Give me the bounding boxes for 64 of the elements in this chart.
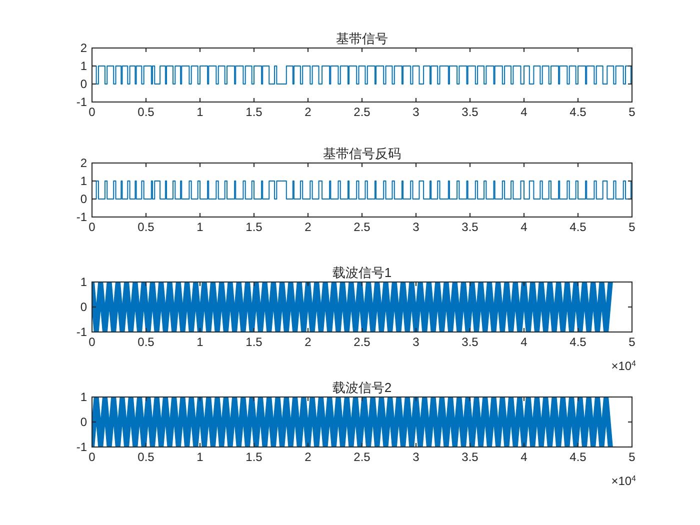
x-tick-label: 1 xyxy=(196,450,204,464)
x-tick-label: 1.5 xyxy=(246,105,263,119)
y-tick-label: -1 xyxy=(76,325,88,339)
x-tick-label: 2 xyxy=(304,335,312,349)
x-tick-label: 0.5 xyxy=(138,335,155,349)
x-tick-label: 4.5 xyxy=(570,220,587,234)
x-tick-label: 4 xyxy=(520,335,528,349)
x-tick-label: 2.5 xyxy=(354,450,371,464)
y-tick-label: 1 xyxy=(80,59,88,73)
x-tick-label: 3 xyxy=(412,220,420,234)
x-tick-label: 4.5 xyxy=(570,335,587,349)
x-tick-label: 0.5 xyxy=(138,450,155,464)
x-tick-label: 2.5 xyxy=(354,220,371,234)
x-tick-label: 4 xyxy=(520,450,528,464)
y-tick-label: 0 xyxy=(80,192,88,206)
x-tick-label: 5 xyxy=(628,220,636,234)
y-tick-label: 1 xyxy=(80,275,88,289)
y-tick-label: 0 xyxy=(80,300,88,314)
x-tick-label: 5 xyxy=(628,335,636,349)
x-tick-label: 0 xyxy=(88,450,96,464)
chart-title: 载波信号1 xyxy=(332,265,392,280)
x-tick-label: 3 xyxy=(412,335,420,349)
y-tick-label: 1 xyxy=(80,174,88,188)
x-tick-label: 2 xyxy=(304,450,312,464)
chart-title: 基带信号反码 xyxy=(323,146,401,161)
x-tick-label: 4 xyxy=(520,105,528,119)
x-tick-label: 1 xyxy=(196,220,204,234)
text: ×10$^{4}$ xyxy=(611,358,637,373)
y-tick-label: 2 xyxy=(80,156,88,170)
x-tick-label: 3.5 xyxy=(462,450,479,464)
x-tick-label: 2.5 xyxy=(354,105,371,119)
x-tick-label: 0.5 xyxy=(138,105,155,119)
y-tick-label: -1 xyxy=(76,210,88,224)
x-tick-label: 3.5 xyxy=(462,335,479,349)
y-tick-label: 1 xyxy=(80,390,88,404)
x-tick-label: 1.5 xyxy=(246,220,263,234)
x-tick-label: 2 xyxy=(304,105,312,119)
x-tick-label: 0 xyxy=(88,220,96,234)
y-tick-label: 2 xyxy=(80,41,88,55)
text: ×10$^{4}$ xyxy=(611,474,637,488)
y-tick-label: 0 xyxy=(80,415,88,429)
x-tick-label: 1 xyxy=(196,105,204,119)
x-tick-label: 5 xyxy=(628,450,636,464)
x-tick-label: 2.5 xyxy=(354,335,371,349)
x-tick-label: 4 xyxy=(520,220,528,234)
x-tick-label: 4.5 xyxy=(570,105,587,119)
x-tick-label: 3.5 xyxy=(462,220,479,234)
chart-title: 载波信号2 xyxy=(332,380,392,395)
y-tick-label: -1 xyxy=(76,440,88,454)
x-tick-label: 0 xyxy=(88,335,96,349)
x-tick-label: 3 xyxy=(412,105,420,119)
x-tick-label: 5 xyxy=(628,105,636,119)
y-tick-label: -1 xyxy=(76,95,88,109)
x-tick-label: 1.5 xyxy=(246,450,263,464)
chart-title: 基带信号 xyxy=(336,31,388,46)
x-tick-label: 3 xyxy=(412,450,420,464)
x-tick-label: 1 xyxy=(196,335,204,349)
x-tick-label: 3.5 xyxy=(462,105,479,119)
x-tick-label: 0.5 xyxy=(138,220,155,234)
x-tick-label: 2 xyxy=(304,220,312,234)
x-tick-label: 0 xyxy=(88,105,96,119)
x-tick-label: 4.5 xyxy=(570,450,587,464)
y-tick-label: 0 xyxy=(80,77,88,91)
x-tick-label: 1.5 xyxy=(246,335,263,349)
